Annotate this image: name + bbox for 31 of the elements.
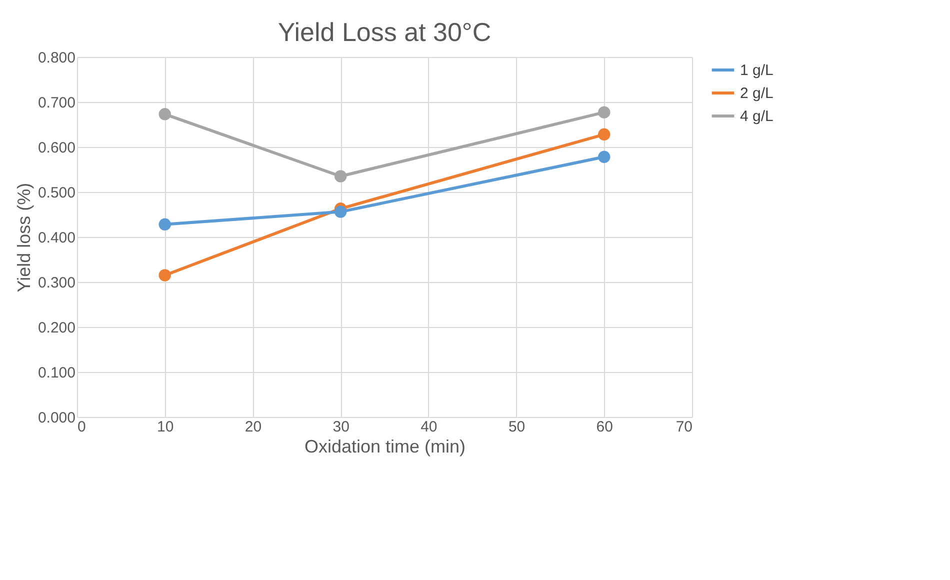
legend-label: 2 g/L — [740, 85, 774, 102]
y-tick-label: 0.800 — [38, 50, 76, 66]
x-tick-label: 10 — [157, 418, 174, 436]
point — [598, 128, 610, 141]
chart-title: Yield Loss at 30°C — [278, 17, 492, 47]
x-tick-label: 40 — [420, 418, 438, 436]
point — [158, 218, 171, 231]
x-tick-label: 50 — [508, 418, 526, 436]
point — [158, 269, 171, 282]
y-tick-label: 0.400 — [38, 230, 76, 246]
x-tick-label: 0 — [78, 418, 86, 436]
y-tick-label: 0.700 — [38, 94, 76, 112]
legend-label: 4 g/L — [740, 108, 774, 125]
x-tick-label: 70 — [676, 418, 692, 436]
y-tick-label: 0.300 — [38, 274, 76, 292]
x-tick-label: 20 — [244, 418, 262, 436]
y-axis-title: Yield loss (%) — [14, 182, 34, 292]
x-tick-label: 30 — [332, 418, 350, 436]
legend-label: 1 g/L — [740, 62, 774, 79]
point — [158, 108, 171, 120]
x-tick-label: 60 — [596, 418, 613, 436]
x-axis-title: Oxidation time (min) — [304, 436, 466, 456]
point — [334, 206, 347, 218]
point — [598, 150, 610, 164]
y-tick-label: 0.500 — [38, 184, 76, 202]
y-tick-label: 0.200 — [38, 320, 76, 336]
point — [598, 106, 610, 118]
point — [334, 170, 347, 182]
y-tick-label: 0.100 — [38, 364, 76, 382]
y-tick-label: 0.600 — [38, 140, 76, 156]
y-tick-label: 0.000 — [38, 410, 76, 426]
